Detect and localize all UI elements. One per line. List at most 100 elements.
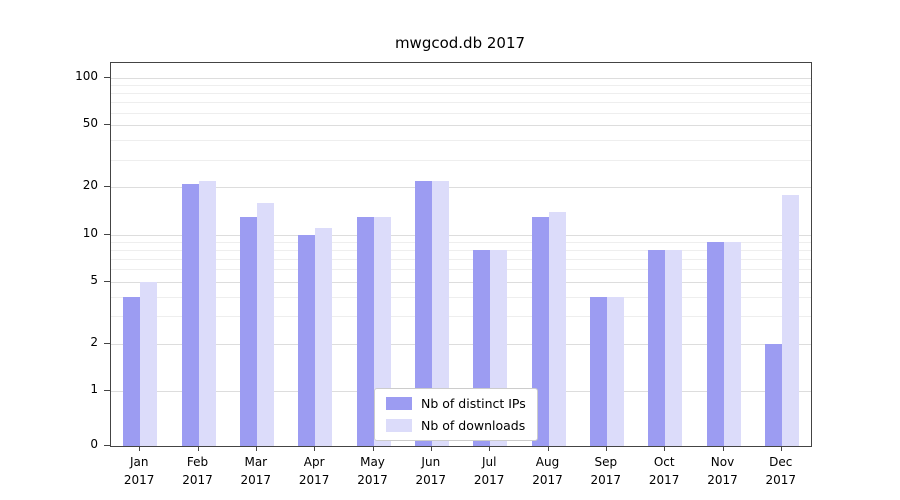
x-tick-label-year: 2017 [590,473,622,487]
x-tick-label: Jan 2017 [107,453,171,489]
x-tick-label: Nov 2017 [691,453,755,489]
x-tick-mark [430,446,432,451]
bar-downloads-dec [781,194,799,446]
x-tick-label-year: 2017 [473,473,505,487]
y-tick-mark [104,77,110,78]
gridline-minor [111,85,811,87]
x-tick-label-year: 2017 [357,473,388,487]
bar-ips-oct [648,249,666,446]
bar-downloads-feb [198,180,216,446]
x-tick-label-month: Jan [129,455,149,469]
legend-item: Nb of distinct IPs [386,396,526,411]
gridline-major [111,343,811,345]
gridline-minor [111,241,811,243]
x-tick-label-month: Aug [535,455,560,469]
bar-ips-jan [123,296,141,446]
x-tick-label: Mar 2017 [224,453,288,489]
x-tick-mark [664,446,666,451]
y-tick-mark [104,390,110,391]
bar-downloads-nov [723,241,741,446]
x-tick-label: Apr 2017 [282,453,346,489]
legend-swatch [386,419,412,432]
x-tick-label-year: 2017 [648,473,680,487]
x-tick-mark [314,446,316,451]
bar-downloads-aug [548,211,566,446]
x-tick-label-year: 2017 [765,473,797,487]
x-tick-label-year: 2017 [240,473,272,487]
x-tick-label-month: Jul [481,455,497,469]
bar-downloads-jun [431,180,449,446]
x-tick-label-month: Apr [303,455,325,469]
x-tick-label: Dec 2017 [749,453,813,489]
y-tick-label: 50 [82,116,98,131]
chart-title: mwgcod.db 2017 [394,34,526,52]
gridline-minor [111,316,811,318]
legend-label: Nb of distinct IPs [421,396,526,411]
plot-area [110,62,812,447]
x-tick-mark [780,446,782,451]
x-tick-label: May 2017 [341,453,405,489]
y-tick-label: 20 [82,178,98,193]
y-tick-label: 1 [90,382,98,396]
x-tick-mark [722,446,724,451]
bar-downloads-mar [256,202,274,446]
x-tick-label: Jul 2017 [457,453,521,489]
x-tick-label-year: 2017 [532,473,563,487]
gridline-minor [111,258,811,260]
y-tick-mark [104,342,110,344]
gridline-minor [111,159,811,161]
bar-ips-apr [298,234,316,446]
y-tick-mark [104,280,110,282]
gridline-major [111,78,811,79]
x-tick-label-year: 2017 [298,473,330,487]
y-tick-label: 0 [90,437,98,451]
x-tick-label: Sep 2017 [574,453,638,489]
x-tick-mark [547,446,549,451]
x-tick-mark [605,446,607,451]
bar-ips-nov [706,241,724,446]
x-tick-label-month: May [360,455,385,469]
gridline-minor [111,102,811,104]
x-tick-mark [139,446,141,451]
x-tick-label-month: Dec [769,455,793,469]
x-tick-label: Feb 2017 [166,453,230,489]
y-tick-mark [104,124,110,126]
bar-downloads-apr [315,228,333,446]
y-tick-label: 5 [90,272,98,287]
gridline-minor [111,296,811,298]
bar-ips-jun [414,180,432,446]
gridline-major [111,281,811,283]
gridline-minor [111,249,811,251]
legend-swatch [386,397,412,410]
x-tick-mark [255,446,257,451]
x-tick-mark [489,446,491,451]
bar-downloads-sep [606,296,624,446]
x-tick-label: Oct 2017 [632,453,696,489]
x-tick-label-month: Feb [186,455,209,469]
gridline-major [111,234,811,236]
gridline-major [111,125,811,127]
gridline-minor [111,269,811,271]
x-tick-label-month: Mar [244,455,268,469]
legend-label: Nb of downloads [421,418,526,433]
bar-ips-dec [764,343,782,446]
gridline-major [111,187,811,189]
x-tick-label-year: 2017 [182,473,213,487]
x-tick-label-year: 2017 [123,473,155,487]
x-tick-label-month: Nov [710,455,735,469]
y-tick-label: 100 [75,69,98,83]
x-tick-label: Jun 2017 [399,453,463,489]
y-tick-mark [104,186,110,188]
bar-downloads-jan [140,281,158,446]
legend: Nb of distinct IPs Nb of downloads [374,388,538,441]
x-tick-label-year: 2017 [707,473,738,487]
y-tick-mark [104,233,110,235]
gridline-minor [111,112,811,114]
x-tick-label-month: Oct [653,455,675,469]
x-tick-label-year: 2017 [415,473,447,487]
gridline-minor [111,93,811,95]
bar-ips-may [356,216,374,446]
y-tick-label: 2 [90,334,98,349]
y-tick-label: 10 [82,225,98,240]
